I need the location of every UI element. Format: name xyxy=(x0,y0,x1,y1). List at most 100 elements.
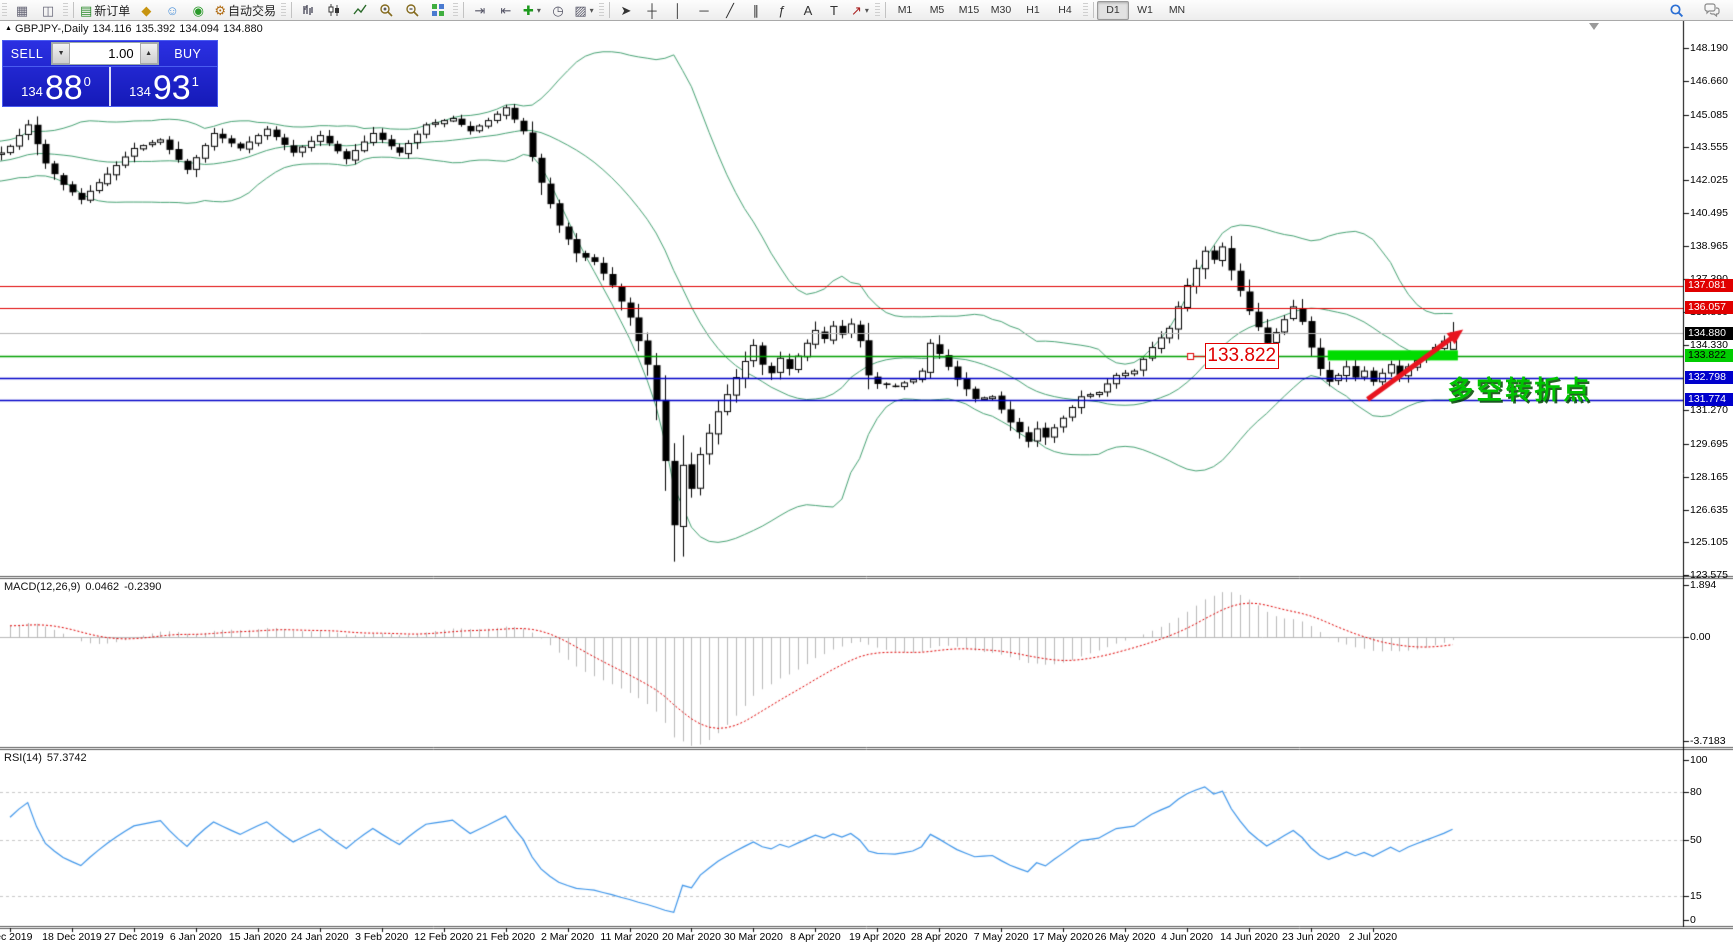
time-axis-label: 14 Jun 2020 xyxy=(1220,931,1278,943)
dropdown-caret-icon[interactable]: ▾ xyxy=(536,5,541,15)
cursor-button[interactable]: ➤ xyxy=(613,0,639,20)
text-button[interactable]: A xyxy=(795,0,821,20)
main-toolbar: ▦ ◫ ▤ 新订单 ◆ ☺ ◉ ⚙ 自动交易 ⇥ ⇤ ✚ ▾ ◷ ▨ ▾ ➤ ┼ │ ─ ╱ ∥ ƒ A T ↗ ▾ M1 M5 M15 M… xyxy=(0,0,1733,21)
buy-button[interactable]: BUY xyxy=(174,46,202,61)
timeframe-mn-button[interactable]: MN xyxy=(1168,4,1186,16)
price-axis-label: 143.555 xyxy=(1690,141,1728,154)
chart-shift-marker[interactable] xyxy=(1589,23,1599,30)
symbol-period-label: GBPJPY-,Daily xyxy=(14,23,89,35)
zoom-out-button[interactable] xyxy=(399,0,425,20)
chat-icon xyxy=(1704,3,1720,17)
chart-shift-button[interactable]: ⇥ xyxy=(467,0,493,20)
price-axis-label: 148.190 xyxy=(1690,42,1728,55)
time-axis-label: 2 Mar 2020 xyxy=(540,931,595,943)
profiles-button[interactable]: ◫ xyxy=(35,0,61,20)
fibonacci-button[interactable]: ƒ xyxy=(769,0,795,20)
time-axis-label: 19 Apr 2020 xyxy=(848,931,906,943)
price-axis-label: 145.085 xyxy=(1690,108,1728,121)
text-icon: A xyxy=(803,2,813,18)
vertical-line-button[interactable]: │ xyxy=(665,0,691,20)
community-button[interactable]: ☺ xyxy=(159,0,185,20)
volume-input[interactable]: 1.00 xyxy=(108,46,134,61)
rsi-name: RSI(14) xyxy=(4,752,42,764)
autotrading-button[interactable]: ⚙ 自动交易 xyxy=(211,0,279,20)
buy-price-button[interactable]: 134 93 1 xyxy=(111,67,217,106)
price-annotation-box[interactable]: 133.822 xyxy=(1204,343,1279,370)
toolbar-separator xyxy=(1092,2,1094,18)
timeframe-m30-button[interactable]: M30 xyxy=(990,4,1012,16)
signals-icon: ◉ xyxy=(192,2,204,18)
rsi-indicator-label: RSI(14) 57.3742 xyxy=(4,752,92,764)
ohlc-low: 134.094 xyxy=(179,23,219,35)
cn-annotation-text[interactable]: 多空转折点 xyxy=(1447,374,1593,405)
period-button[interactable]: ◷ xyxy=(545,0,571,20)
dropdown-caret-icon[interactable]: ▾ xyxy=(864,5,869,15)
new-chart-button[interactable]: ▦ xyxy=(9,0,35,20)
buy-price-big: 93 xyxy=(152,69,191,107)
price-level-badge: 136.057 xyxy=(1685,301,1733,315)
timeframe-h4-button[interactable]: H4 xyxy=(1058,4,1072,16)
chart-collapse-icon[interactable]: ▲ xyxy=(5,25,12,32)
channel-button[interactable]: ∥ xyxy=(743,0,769,20)
toolbar-grip xyxy=(874,3,880,17)
volume-increase-button[interactable]: ▲ xyxy=(139,43,158,64)
price-axis-label: 140.495 xyxy=(1690,206,1728,219)
timeframe-m15-button[interactable]: M15 xyxy=(958,4,980,16)
metaeditor-button[interactable]: ◆ xyxy=(133,0,159,20)
timeframe-h1-button[interactable]: H1 xyxy=(1026,4,1040,16)
profiles-icon: ◫ xyxy=(41,2,55,18)
time-axis-label: 2 Jul 2020 xyxy=(1348,931,1398,943)
sell-price-base: 134 xyxy=(21,84,43,99)
sell-price-pip: 0 xyxy=(83,74,91,89)
price-axis-label: 138.965 xyxy=(1690,239,1728,252)
search-button[interactable] xyxy=(1663,0,1689,20)
timeframe-m1-button[interactable]: M1 xyxy=(897,4,913,16)
ohlc-close: 134.880 xyxy=(222,23,263,35)
volume-decrease-button[interactable]: ▼ xyxy=(52,43,71,64)
sell-price-big: 88 xyxy=(44,69,83,107)
macd-signal-value: -0.2390 xyxy=(124,581,162,593)
price-axis-label: 146.660 xyxy=(1690,74,1728,87)
time-axis-label: 24 Jan 2020 xyxy=(290,931,349,943)
crosshair-button[interactable]: ┼ xyxy=(639,0,665,20)
label-button[interactable]: T xyxy=(821,0,847,20)
timeframe-w1-button[interactable]: W1 xyxy=(1137,4,1153,16)
sell-price-button[interactable]: 134 88 0 xyxy=(3,67,111,106)
new-order-button[interactable]: ▤ 新订单 xyxy=(77,0,133,20)
price-axis-label: 125.105 xyxy=(1690,536,1728,549)
zoom-in-button[interactable] xyxy=(373,0,399,20)
timeframe-d1-button[interactable]: D1 xyxy=(1096,0,1129,20)
add-indicator-button[interactable]: ✚ ▾ xyxy=(519,0,545,20)
rsi-axis-label: 15 xyxy=(1690,889,1702,902)
candlestick-button[interactable] xyxy=(321,0,347,20)
timeframe-m5-button[interactable]: M5 xyxy=(929,4,945,16)
time-axis-label: 4 Jun 2020 xyxy=(1161,931,1214,943)
toolbar-grip xyxy=(63,3,68,17)
time-axis-label: 23 Jun 2020 xyxy=(1282,931,1340,943)
dropdown-caret-icon[interactable]: ▾ xyxy=(589,5,594,15)
time-axis-label: 18 Dec 2019 xyxy=(42,931,102,943)
chat-button[interactable] xyxy=(1699,0,1725,20)
toolbar-separator xyxy=(608,2,610,18)
bar-chart-button[interactable] xyxy=(295,0,321,20)
tile-windows-button[interactable] xyxy=(425,0,451,20)
horizontal-line-button[interactable]: ─ xyxy=(691,0,717,20)
community-icon: ☺ xyxy=(165,2,179,18)
sell-button[interactable]: SELL xyxy=(10,46,44,61)
line-chart-button[interactable] xyxy=(347,0,373,20)
price-level-badge: 137.081 xyxy=(1685,279,1733,293)
time-axis-label: 7 May 2020 xyxy=(973,931,1029,943)
price-axis-label: 142.025 xyxy=(1690,174,1728,187)
template-button[interactable]: ▨ ▾ xyxy=(571,0,597,20)
signals-button[interactable]: ◉ xyxy=(185,0,211,20)
arrows-button[interactable]: ↗ ▾ xyxy=(847,0,873,20)
price-axis-label: 134.330 xyxy=(1690,338,1728,351)
trendline-button[interactable]: ╱ xyxy=(717,0,743,20)
trendline-icon: ╱ xyxy=(726,2,734,18)
toolbar-separator xyxy=(73,2,74,18)
price-axis-label: 126.635 xyxy=(1690,503,1728,516)
macd-axis-label: 1.894 xyxy=(1690,578,1717,591)
auto-scroll-button[interactable]: ⇤ xyxy=(493,0,519,20)
